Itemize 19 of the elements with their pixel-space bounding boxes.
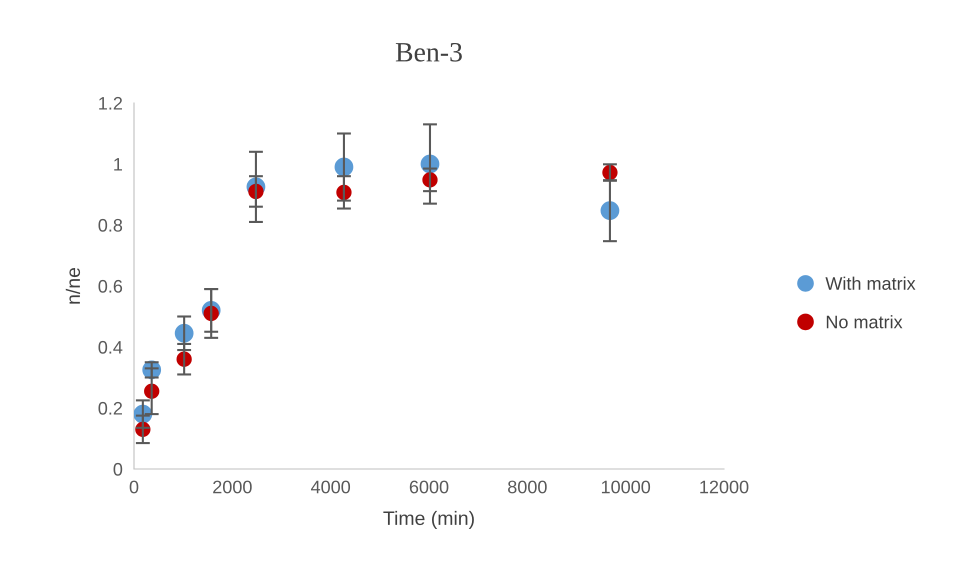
x-axis-title: Time (min) <box>383 510 474 529</box>
y-tick-label: 0.8 <box>98 218 122 232</box>
y-tick-label: 1.2 <box>99 96 122 110</box>
y-tick-label: 0 <box>114 462 122 476</box>
x-tick-label: 12000 <box>700 480 748 494</box>
y-tick-label: 0.2 <box>98 402 122 415</box>
y-tick-label: 0.6 <box>98 280 122 293</box>
chart-title: Ben-3 <box>396 42 462 62</box>
y-axis-title: n/ne <box>66 268 80 304</box>
x-tick-label: 6000 <box>410 480 448 494</box>
x-tick-label: 0 <box>130 480 138 494</box>
x-tick-label: 10000 <box>602 480 650 494</box>
x-tick-label: 4000 <box>311 480 350 494</box>
legend-label: No matrix <box>826 315 902 328</box>
y-tick-label: 1 <box>114 158 122 171</box>
legend-label: With matrix <box>825 276 916 290</box>
x-tick-label: 2000 <box>213 480 252 494</box>
x-tick-label: 8000 <box>508 480 547 494</box>
y-tick-label: 0.4 <box>98 340 122 354</box>
